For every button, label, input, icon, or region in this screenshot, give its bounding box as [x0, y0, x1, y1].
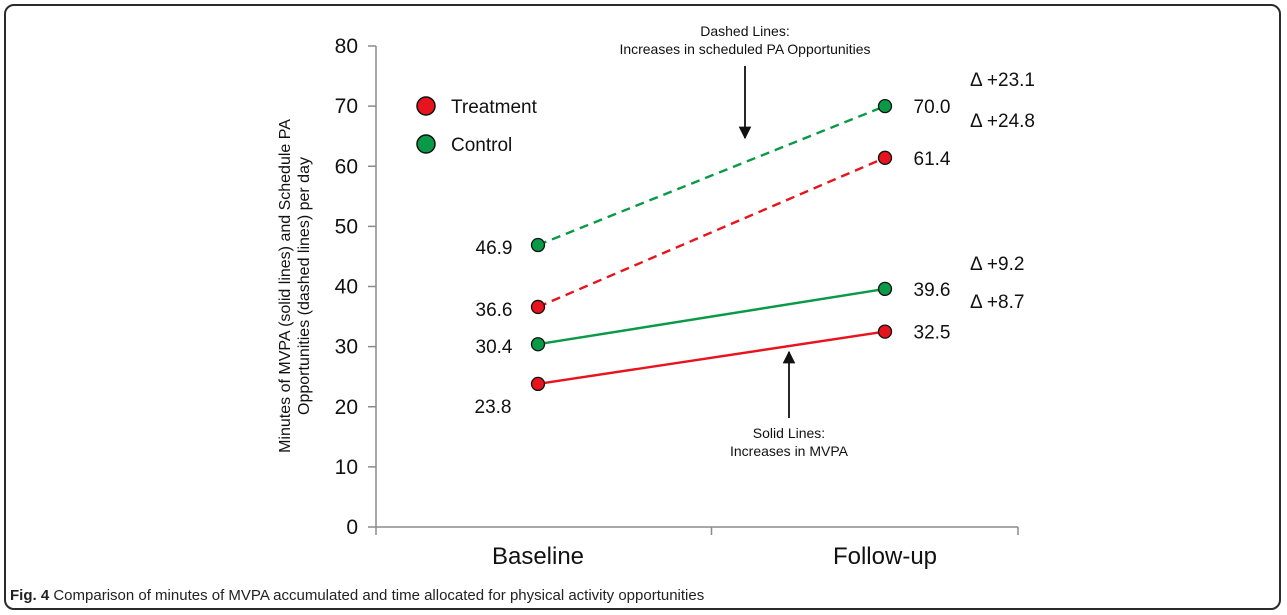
y-tick-label: 40: [335, 276, 358, 299]
treatment-solid-point: [877, 324, 893, 339]
y-tick-label: 80: [335, 35, 358, 58]
y-tick-label: 60: [335, 155, 358, 178]
x-category-label: Baseline: [492, 543, 584, 570]
treatment-solid-point: [530, 376, 546, 392]
baseline-value-label: 46.9: [476, 238, 513, 259]
treatment-legend-marker: [416, 96, 436, 116]
annotation-line: Increases in MVPA: [730, 443, 849, 459]
control-dashed-line: [537, 105, 886, 247]
y-axis-title-line: Minutes of MVPA (solid lines) and Schedu…: [277, 119, 294, 453]
y-tick-label: 70: [335, 95, 358, 118]
figure-caption: Fig. 4 Comparison of minutes of MVPA acc…: [10, 587, 704, 604]
control-solid-point: [530, 337, 546, 352]
baseline-value-label: 36.6: [476, 300, 513, 321]
legend: Treatment Control: [416, 96, 538, 156]
figure-frame: [4, 4, 1281, 610]
followup-value-label: 70.0: [914, 97, 951, 118]
delta-label: Δ +23.1: [970, 70, 1035, 91]
y-tick-label: 0: [346, 516, 358, 539]
baseline-value-label: 23.8: [475, 397, 512, 418]
treatment-solid-line: [537, 330, 886, 386]
x-category-label: Follow-up: [833, 543, 937, 570]
solid-lines-annotation: Solid Lines: Increases in MVPA: [730, 425, 849, 459]
control-solid-line: [537, 287, 886, 346]
delta-label: Δ +8.7: [970, 292, 1024, 313]
followup-value-label: 39.6: [914, 280, 951, 301]
control-solid-point: [877, 281, 893, 297]
dashed-lines-annotation: Dashed Lines: Increases in scheduled PA O…: [619, 23, 870, 57]
treatment-dashed-line: [537, 156, 886, 309]
annotation-line: Dashed Lines:: [700, 23, 790, 39]
caption-text: Comparison of minutes of MVPA accumulate…: [53, 587, 705, 604]
series-lines: [530, 98, 893, 392]
data-labels: 23.8 32.5 Δ +8.7 30.4 39.6 Δ +9.2 36.6 61.4 Δ +2…: [475, 70, 1035, 418]
axes: 0 10 20 30 40 50 60 70 80 Baseline Follow-up Minute…: [277, 35, 1019, 570]
y-tick-label: 20: [335, 396, 358, 419]
legend-label: Treatment: [451, 97, 538, 118]
y-axis-title-line: Opportunities (dashed lines) per day: [296, 157, 313, 415]
treatment-dashed-point: [877, 150, 893, 165]
control-dashed-point: [530, 237, 546, 253]
control-legend-marker: [416, 134, 436, 154]
y-tick-label: 10: [335, 456, 358, 479]
followup-value-label: 32.5: [914, 323, 951, 344]
caption-label: Fig. 4: [10, 587, 50, 604]
y-tick-label: 50: [335, 215, 358, 238]
annotation-line: Increases in scheduled PA Opportunities: [619, 41, 870, 57]
delta-label: Δ +9.2: [970, 254, 1024, 275]
followup-value-label: 61.4: [914, 149, 951, 170]
treatment-dashed-point: [530, 299, 546, 315]
y-axis-title: Minutes of MVPA (solid lines) and Schedu…: [277, 119, 313, 453]
annotation-line: Solid Lines:: [753, 425, 825, 441]
baseline-value-label: 30.4: [476, 337, 513, 358]
control-dashed-point: [877, 98, 893, 114]
y-tick-label: 30: [335, 336, 358, 359]
delta-label: Δ +24.8: [970, 111, 1035, 132]
legend-label: Control: [451, 135, 512, 156]
annotations: Dashed Lines: Increases in scheduled PA O…: [619, 23, 870, 459]
